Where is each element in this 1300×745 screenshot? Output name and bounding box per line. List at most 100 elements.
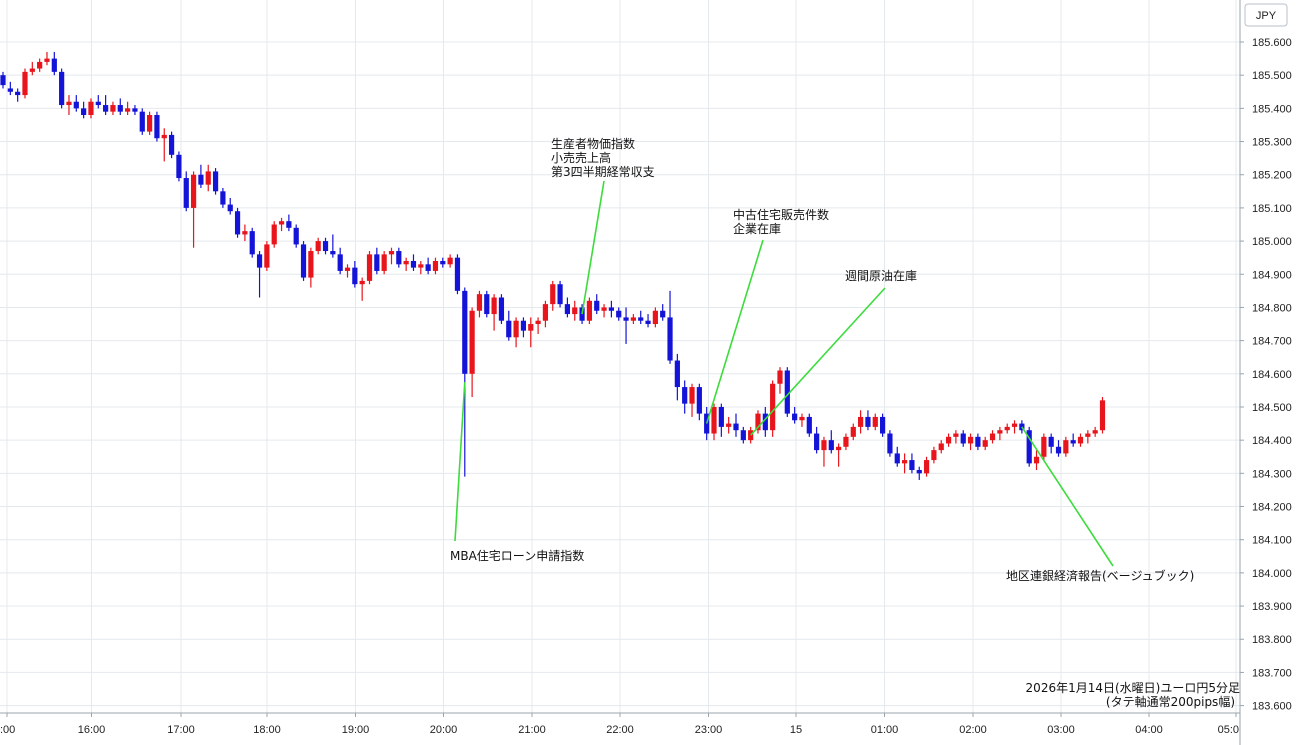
- annotation-line: [454, 382, 466, 542]
- candle-body: [814, 433, 820, 451]
- candle: [234, 207, 241, 238]
- candle-body: [234, 211, 241, 235]
- candle-body: [271, 224, 277, 245]
- x-tick-label: 21:00: [518, 724, 546, 736]
- candle: [366, 251, 373, 285]
- annotation-line: [750, 287, 886, 436]
- y-tick-label: 184.200: [1252, 502, 1292, 514]
- y-tick-label: 183.900: [1252, 601, 1292, 613]
- candle-body: [366, 254, 373, 281]
- currency-box[interactable]: [1244, 3, 1288, 27]
- annotation-line: [705, 239, 764, 424]
- candle: [557, 280, 563, 308]
- candle-body: [110, 105, 116, 112]
- annotation-label: 企業在庫: [733, 221, 781, 236]
- candle-body: [513, 320, 519, 338]
- candle: [770, 380, 776, 437]
- candle: [278, 217, 285, 232]
- candle: [564, 297, 571, 318]
- candle-body: [1041, 436, 1047, 457]
- candle: [168, 131, 175, 159]
- candle-body: [660, 310, 666, 318]
- candle: [616, 307, 622, 321]
- candle-body: [630, 317, 636, 321]
- candle: [15, 88, 21, 102]
- candle-body: [359, 280, 365, 285]
- candle-body: [989, 433, 996, 441]
- candle-body: [689, 387, 695, 404]
- candle-body: [1070, 440, 1076, 444]
- candle-body: [762, 413, 768, 431]
- x-tick-label: 23:00: [695, 724, 723, 736]
- candle: [410, 254, 417, 271]
- candle-body: [770, 383, 776, 431]
- candle-body: [198, 174, 204, 185]
- candle: [814, 426, 820, 454]
- candle: [542, 300, 549, 328]
- y-tick-label: 185.600: [1252, 37, 1292, 49]
- candle: [352, 260, 358, 288]
- candle: [220, 187, 226, 208]
- candle: [308, 247, 314, 288]
- candle: [66, 95, 72, 115]
- candle: [132, 105, 138, 115]
- candle-body: [51, 58, 57, 72]
- y-tick-label: 185.000: [1252, 236, 1292, 248]
- candle: [967, 433, 974, 451]
- candle: [989, 430, 996, 444]
- candle-body: [535, 320, 541, 325]
- candle: [1011, 420, 1018, 434]
- candle: [469, 307, 475, 398]
- candle: [806, 413, 812, 437]
- candle: [520, 317, 527, 338]
- candle: [718, 403, 724, 437]
- candle-body: [242, 231, 248, 235]
- candle: [784, 367, 790, 417]
- candle: [792, 406, 798, 424]
- candle-body: [183, 178, 189, 208]
- candle-body: [278, 221, 285, 225]
- y-tick-label: 184.300: [1252, 468, 1292, 480]
- candle-body: [865, 416, 871, 427]
- candle: [821, 436, 827, 467]
- x-tick-label: 18:00: [253, 724, 281, 736]
- candle: [1077, 433, 1084, 447]
- candle: [51, 51, 57, 76]
- candle: [256, 251, 263, 298]
- y-tick-label: 183.700: [1252, 667, 1292, 679]
- candle: [836, 443, 842, 467]
- candle: [59, 68, 65, 109]
- candle-body: [425, 264, 431, 271]
- candle-body: [909, 460, 915, 471]
- candle-body: [872, 416, 878, 427]
- candle-body: [220, 191, 226, 205]
- candle-body: [682, 387, 688, 404]
- candle-body: [337, 254, 343, 271]
- y-tick-label: 184.000: [1252, 568, 1292, 580]
- candle-body: [88, 101, 94, 115]
- candle-body: [22, 71, 28, 96]
- x-tick-label: 19:00: [342, 724, 370, 736]
- candle-body: [176, 154, 182, 179]
- candle: [630, 314, 636, 325]
- candle-body: [1077, 436, 1084, 444]
- candle: [491, 294, 497, 331]
- candle-body: [330, 251, 336, 255]
- y-tick-label: 185.500: [1252, 70, 1292, 82]
- candle: [125, 101, 131, 115]
- candle-body: [498, 297, 505, 321]
- candle-body: [674, 360, 680, 388]
- annotation-label: 第3四半期経常収支: [551, 165, 655, 179]
- candle: [828, 430, 834, 454]
- candle: [674, 353, 680, 401]
- candle: [73, 95, 79, 112]
- candle: [300, 241, 307, 281]
- candle: [608, 300, 614, 318]
- x-tick-label: 01:00: [871, 724, 899, 736]
- candle-body: [491, 297, 497, 315]
- candle: [660, 304, 666, 321]
- candle-body: [388, 251, 395, 255]
- candle: [645, 314, 651, 328]
- candle: [682, 380, 688, 414]
